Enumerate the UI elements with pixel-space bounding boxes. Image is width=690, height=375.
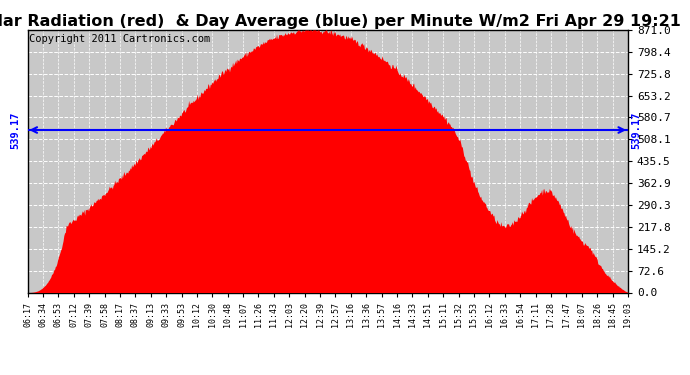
Text: 539.17: 539.17 <box>631 111 641 149</box>
Title: Solar Radiation (red)  & Day Average (blue) per Minute W/m2 Fri Apr 29 19:21: Solar Radiation (red) & Day Average (blu… <box>0 14 681 29</box>
Text: Copyright 2011 Cartronics.com: Copyright 2011 Cartronics.com <box>29 34 210 44</box>
Text: 539.17: 539.17 <box>10 111 21 149</box>
